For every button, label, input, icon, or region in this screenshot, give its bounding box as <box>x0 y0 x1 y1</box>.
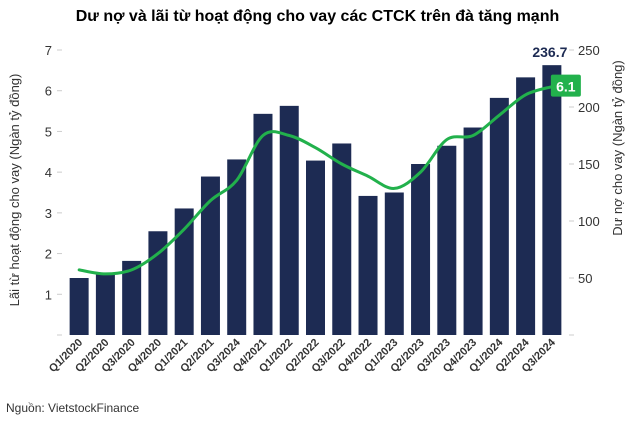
left-tick-label: 6 <box>45 84 52 99</box>
right-axis-ticks: 250 200 150 100 50 <box>569 43 600 336</box>
right-tick-label: 50 <box>578 271 592 286</box>
bar <box>69 278 89 335</box>
left-tick-label: 3 <box>45 206 52 221</box>
bar <box>358 195 378 335</box>
y-axis-label-left: Lãi từ hoạt động cho vay (Ngàn tỷ đồng) <box>7 74 22 307</box>
left-axis-ticks: 7 6 5 4 3 2 1 <box>45 43 62 336</box>
bar <box>227 159 247 335</box>
left-tick-label: 5 <box>45 124 52 139</box>
line-end-value-badge <box>550 74 581 97</box>
bar <box>489 97 509 335</box>
bar <box>542 65 562 336</box>
bar <box>384 192 404 335</box>
chart-title: Dư nợ và lãi từ hoạt động cho vay các CT… <box>75 8 560 25</box>
bar <box>122 260 142 335</box>
bar <box>306 160 325 335</box>
line-end-value-label: 6.1 <box>556 79 576 95</box>
y-axis-label-right: Dư nợ cho vay (Ngàn tỷ đồng) <box>610 60 625 235</box>
x-axis-ticks: Q1/2020Q2/2020Q3/2020Q4/2020Q1/2021Q2/20… <box>47 336 559 375</box>
line-series <box>77 85 554 276</box>
bar-series <box>69 65 562 336</box>
bar-end-value-label: 236.7 <box>532 44 567 60</box>
right-tick-label: 200 <box>578 100 600 115</box>
bar <box>437 145 457 335</box>
bar <box>411 164 431 335</box>
right-tick-label: 150 <box>578 157 600 172</box>
source-note: Nguồn: VietstockFinance <box>6 401 140 415</box>
right-tick-label: 100 <box>578 214 600 229</box>
left-tick-label: 2 <box>45 247 52 262</box>
bar <box>174 208 194 335</box>
bar <box>332 143 352 335</box>
bar <box>516 77 536 336</box>
bar <box>253 113 273 335</box>
left-tick-label: 4 <box>45 165 52 180</box>
bar <box>463 127 483 336</box>
bar <box>95 273 115 335</box>
bar <box>279 105 299 335</box>
right-tick-label: 250 <box>578 43 600 58</box>
left-tick-label: 7 <box>45 43 52 58</box>
bar <box>200 176 220 335</box>
left-tick-label: 1 <box>45 287 52 302</box>
